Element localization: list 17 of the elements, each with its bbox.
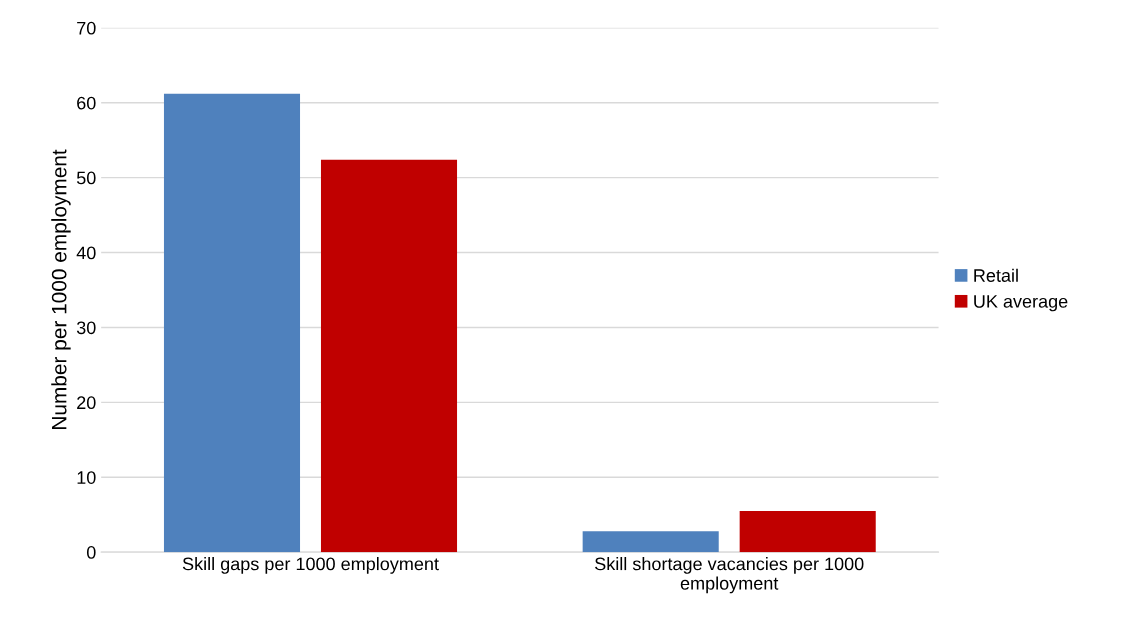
bar bbox=[320, 159, 458, 553]
y-tick-label: 10 bbox=[77, 471, 96, 484]
y-tick-label: 30 bbox=[76, 321, 96, 335]
y-tick-label: 40 bbox=[76, 246, 96, 260]
x-tick-label: Skill shortage vacancies per 1000 employment bbox=[595, 557, 864, 594]
bar bbox=[163, 93, 301, 553]
y-tick-label: 0 bbox=[86, 546, 96, 559]
bar bbox=[739, 510, 876, 553]
y-tick-label: 60 bbox=[77, 96, 96, 110]
legend-label: Retail bbox=[974, 268, 1018, 282]
x-tick-label: Skill gaps per 1000 employment bbox=[182, 557, 439, 574]
y-tick-label: 70 bbox=[77, 21, 96, 35]
y-tick-label: 20 bbox=[77, 396, 96, 410]
bar bbox=[582, 531, 719, 553]
y-tick-label: 50 bbox=[76, 171, 96, 185]
y-axis-title: Number per 1000 employment bbox=[51, 149, 71, 429]
legend-label: UK average bbox=[974, 295, 1068, 312]
